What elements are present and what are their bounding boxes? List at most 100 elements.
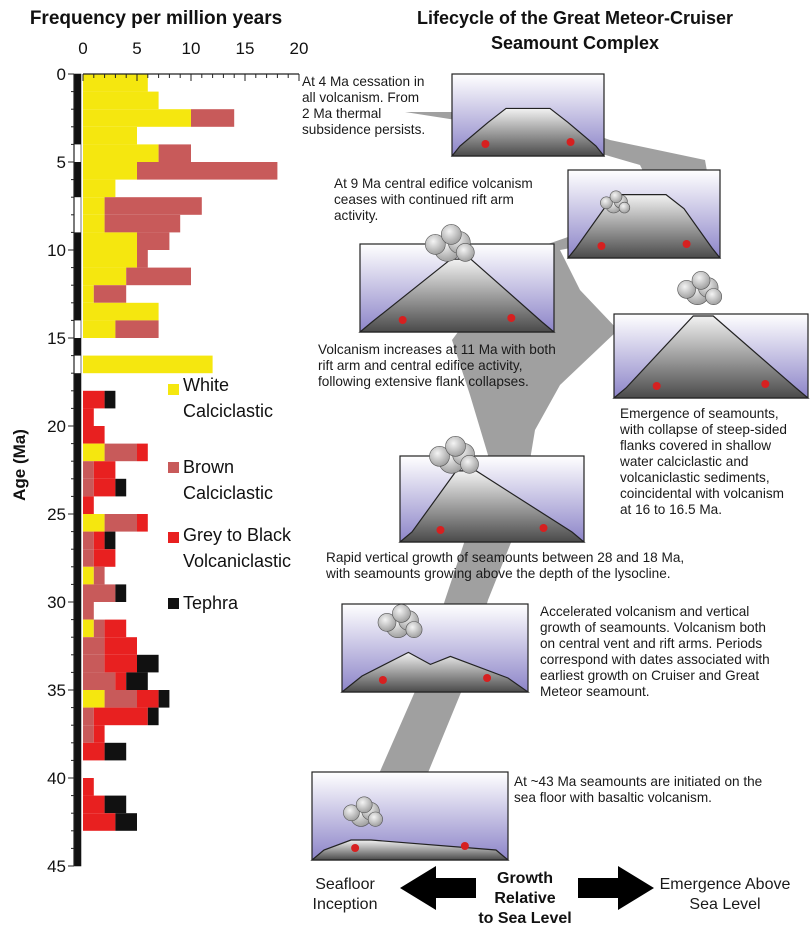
bar-red-18ma	[83, 390, 105, 409]
chart-title: Frequency per million years	[29, 8, 283, 29]
bar-black-36ma	[147, 707, 159, 726]
stage-caption-s4: Emergence of seamounts, with collapse of …	[620, 406, 808, 518]
eruption-cloud	[343, 804, 360, 822]
eruption-cloud	[677, 280, 696, 299]
bar-black-26ma	[104, 531, 116, 550]
bar-black-18ma	[104, 390, 116, 409]
bar-black-29ma	[115, 584, 127, 602]
bar-red-33ma	[104, 654, 137, 673]
stage-caption-line: Rapid vertical growth of seamounts betwe…	[326, 550, 685, 565]
strat-segment	[74, 338, 81, 356]
growth-arrow	[400, 866, 654, 910]
seamount-silhouette	[566, 194, 722, 259]
volcanic-vent	[682, 240, 691, 248]
y-tick-label: 25	[47, 505, 66, 524]
bar-red-19ma	[83, 408, 94, 426]
bar-black-23ma	[115, 478, 127, 497]
bar-yellow-6ma	[83, 179, 116, 198]
seamount-silhouette	[340, 651, 530, 693]
bar-brown-28ma	[93, 566, 105, 585]
stage-panel-s7	[310, 771, 510, 861]
bar-yellow-16ma	[83, 355, 213, 374]
legend-swatch	[168, 598, 179, 609]
arrow-center-label-line2: Relative	[494, 890, 556, 907]
arrow-center-label: Growth Relative to Sea Level	[470, 869, 580, 929]
bar-brown-11ma	[126, 267, 191, 286]
y-tick-label: 5	[57, 153, 66, 172]
stage-caption-line: At ~43 Ma seamounts are initiated on the	[514, 774, 763, 789]
stage-caption-line: Meteor seamount.	[540, 684, 650, 699]
stage-caption-line: activity.	[334, 208, 379, 223]
bar-brown-29ma	[83, 584, 116, 602]
y-tick-label: 45	[47, 857, 66, 876]
bar-red-26ma	[93, 531, 105, 550]
seamount-silhouette	[450, 107, 606, 157]
bar-brown-30ma	[83, 602, 94, 620]
bar-black-33ma	[137, 654, 159, 673]
stage-caption-line: with collapse of steep-sided	[620, 422, 787, 437]
bar-red-31ma	[104, 619, 127, 638]
stage-caption-line: Emergence of seamounts,	[620, 406, 779, 421]
arrow-left-head	[400, 866, 476, 910]
bar-black-34ma	[126, 672, 148, 690]
arrow-right-label: Emergence Above Sea Level	[650, 875, 800, 915]
volcanic-vent	[378, 676, 387, 684]
bar-red-42ma	[83, 813, 116, 831]
bar-yellow-11ma	[83, 267, 127, 286]
seamount-silhouette	[612, 315, 810, 399]
legend-label: Brown Calciclastic	[183, 457, 274, 503]
bar-brown-7ma	[104, 197, 202, 215]
bar-brown-14ma	[115, 320, 159, 338]
bar-brown-35ma	[104, 690, 137, 708]
y-tick-label: 15	[47, 329, 66, 348]
bar-brown-31ma	[93, 619, 105, 638]
eruption-cloud	[405, 621, 423, 639]
stage-caption-line: water calciclastic and	[620, 454, 749, 469]
stage-caption-s6: Accelerated volcanism and vertical growth…	[540, 604, 808, 700]
bar-yellow-8ma	[83, 214, 105, 233]
stage-caption-line: 2 Ma thermal	[302, 106, 382, 121]
bar-yellow-5ma	[83, 162, 137, 180]
volcanic-vent	[398, 316, 407, 324]
bar-brown-22ma	[83, 461, 94, 479]
y-tick-label: 40	[47, 769, 66, 788]
bar-yellow-13ma	[83, 302, 159, 321]
eruption-cloud	[445, 435, 466, 457]
panel-title-line2: Seamount Complex	[490, 33, 660, 53]
strat-segment	[74, 232, 81, 321]
eruption-cloud	[455, 243, 475, 262]
strat-segment	[74, 162, 81, 198]
bar-red-20ma	[83, 426, 105, 444]
arrow-right-label-line1: Emergence Above	[659, 876, 791, 893]
stage-caption-line: growth of seamounts. Volcanism both	[540, 620, 766, 635]
bar-red-21ma	[137, 443, 148, 462]
stage-panel-s4	[612, 271, 810, 399]
bar-red-27ma	[93, 549, 116, 567]
bar-brown-37ma	[83, 725, 94, 743]
arrow-center-label-line3: to Sea Level	[478, 910, 572, 927]
stage-caption-line: At 9 Ma central edifice volcanism	[334, 176, 533, 191]
x-tick-label: 15	[236, 39, 255, 58]
strat-segment	[74, 373, 81, 866]
eruption-cloud	[377, 613, 397, 632]
bar-yellow-21ma	[83, 443, 105, 462]
stage-caption-line: with seamounts growing above the depth o…	[326, 566, 671, 581]
x-tick-label: 0	[78, 39, 87, 58]
x-tick-label: 5	[132, 39, 141, 58]
bar-red-24ma	[83, 496, 94, 514]
stage-caption-line: correspond with dates associated with	[540, 652, 770, 667]
stage-caption-s7: At ~43 Ma seamounts are initiated on the…	[514, 774, 808, 806]
bar-brown-23ma	[83, 478, 94, 497]
bar-yellow-9ma	[83, 232, 137, 250]
volcanic-vent	[436, 526, 445, 534]
stage-caption-line: Accelerated volcanism and vertical	[540, 604, 750, 619]
volcanic-vent	[507, 314, 516, 322]
bar-black-35ma	[158, 690, 170, 708]
volcanic-vent	[460, 842, 469, 850]
volcanic-vent	[566, 138, 575, 146]
legend-label: White Calciclastic	[183, 375, 274, 421]
volcanic-vent	[481, 140, 490, 148]
bar-black-38ma	[104, 742, 127, 761]
